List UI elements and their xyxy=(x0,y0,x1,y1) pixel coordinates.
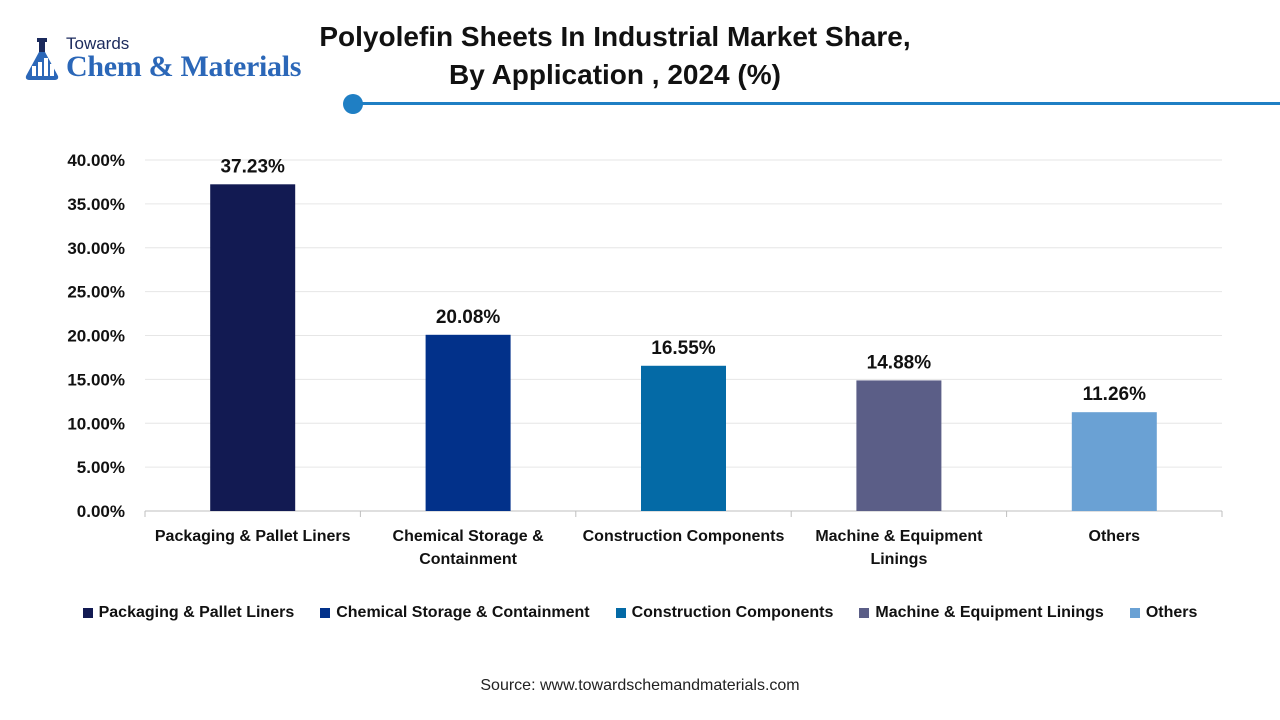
bar-chart: 0.00% 5.00% 10.00% 15.00% 20.00% 25.00% 30.00%… xyxy=(67,151,1223,568)
source-note: Source: www.towardschemandmaterials.com xyxy=(480,677,800,694)
legend-label: Construction Components xyxy=(631,604,834,621)
legend-swatch xyxy=(859,608,870,618)
data-label: 11.26% xyxy=(1083,384,1146,405)
legend-swatch xyxy=(82,608,93,618)
flask-logo-icon xyxy=(25,38,59,80)
brand-logo: Towards Chem & Materials xyxy=(20,34,340,86)
legend-item: Others xyxy=(1129,604,1198,622)
y-tick-label: 10.00% xyxy=(67,414,125,433)
legend-label: Others xyxy=(1145,604,1198,621)
y-tick-label: 25.00% xyxy=(67,283,125,302)
data-label: 16.55% xyxy=(651,338,716,359)
bar xyxy=(210,184,296,511)
x-tick-label: Chemical Storage & xyxy=(393,528,545,545)
x-tick-label: Construction Components xyxy=(583,528,785,545)
legend-item: Packaging & Pallet Liners xyxy=(82,604,295,622)
bar xyxy=(641,365,726,511)
x-tick-label: Machine & Equipment xyxy=(815,528,983,545)
data-label: 20.08% xyxy=(436,307,501,328)
legend-label: Chemical Storage & Containment xyxy=(336,604,590,621)
x-tick-label: Packaging & Pallet Liners xyxy=(155,528,351,545)
legend-swatch xyxy=(320,608,331,618)
data-label: 37.23% xyxy=(220,156,285,177)
logo-text-big: Chem & Materials xyxy=(66,50,302,83)
logo-text-small: Towards xyxy=(66,34,130,53)
chart-title: Polyolefin Sheets In Industrial Market S… xyxy=(319,18,910,94)
legend-item: Construction Components xyxy=(615,604,834,622)
legend-swatch xyxy=(1129,608,1140,618)
y-tick-label: 0.00% xyxy=(77,502,125,521)
y-tick-label: 35.00% xyxy=(67,195,125,214)
legend-item: Machine & Equipment Linings xyxy=(859,604,1104,622)
bar xyxy=(856,380,942,511)
y-tick-label: 15.00% xyxy=(67,370,125,389)
bar xyxy=(1071,412,1157,511)
x-tick-label: Containment xyxy=(419,551,517,568)
y-tick-label: 5.00% xyxy=(77,458,125,477)
y-tick-label: 30.00% xyxy=(67,239,125,258)
x-tick-label: Linings xyxy=(870,551,927,568)
data-label: 14.88% xyxy=(867,352,932,373)
header-divider-dot xyxy=(343,94,363,114)
y-tick-label: 40.00% xyxy=(67,151,125,170)
legend-label: Machine & Equipment Linings xyxy=(875,604,1104,621)
y-tick-label: 20.00% xyxy=(67,327,125,346)
chart-title-line1: Polyolefin Sheets In Industrial Market S… xyxy=(319,21,911,52)
bar xyxy=(425,334,511,511)
legend-item: Chemical Storage & Containment xyxy=(320,604,590,622)
x-tick-label: Others xyxy=(1089,528,1141,545)
legend-label: Packaging & Pallet Liners xyxy=(98,604,295,621)
legend-swatch xyxy=(615,608,626,618)
chart-legend: Packaging & Pallet Liners Chemical Storag… xyxy=(0,604,1280,622)
chart-title-line2: By Application , 2024 (%) xyxy=(449,59,781,90)
header-divider xyxy=(358,102,1280,105)
